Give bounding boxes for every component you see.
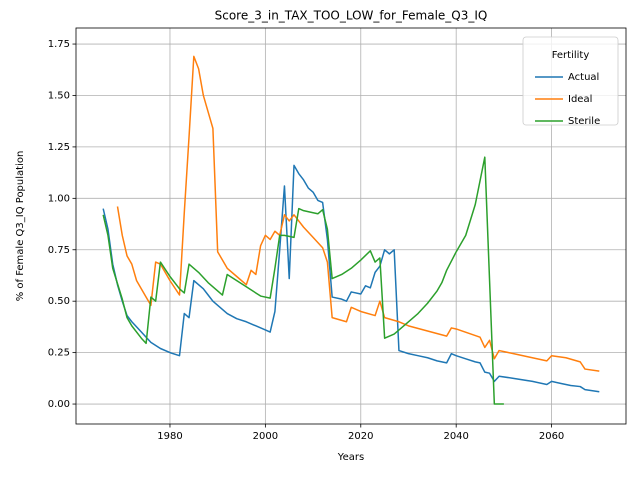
line-series — [102, 156, 504, 405]
legend-label: Actual — [568, 72, 599, 83]
x-tick-label: 2060 — [539, 431, 564, 442]
x-tick-label: 2020 — [348, 431, 373, 442]
x-tick-label: 2040 — [443, 431, 468, 442]
x-axis-label: Years — [337, 452, 364, 463]
chart-title: Score_3_in_TAX_TOO_LOW_for_Female_Q3_IQ — [215, 9, 488, 23]
plot-frame — [75, 27, 627, 425]
legend-label: Ideal — [568, 94, 592, 105]
legend-label: Sterile — [568, 116, 600, 127]
y-tick-label: 0.00 — [48, 399, 70, 410]
x-tick-label: 2000 — [253, 431, 278, 442]
y-tick-label: 1.50 — [48, 90, 70, 101]
y-axis-label: % of Female Q3_IQ Population — [15, 151, 26, 302]
line-series — [116, 55, 600, 372]
y-tick-label: 1.25 — [48, 142, 70, 153]
y-tick-label: 1.75 — [48, 39, 70, 50]
y-tick-label: 0.25 — [48, 348, 70, 359]
x-tick-label: 1980 — [157, 431, 182, 442]
y-tick-label: 0.50 — [48, 296, 70, 307]
legend-title: Fertility — [552, 50, 590, 61]
legend-box — [522, 36, 619, 126]
y-tick-label: 0.75 — [48, 245, 70, 256]
y-tick-label: 1.00 — [48, 193, 70, 204]
